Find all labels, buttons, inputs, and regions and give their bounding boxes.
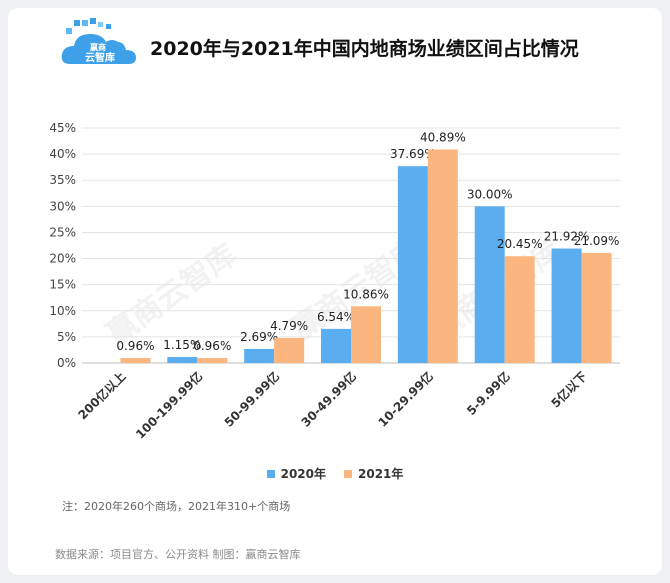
x-tick-label: 200亿以上 [75,369,129,423]
y-tick-label: 30% [49,199,76,213]
logo: 赢商 云智库 [61,18,136,64]
bar-2020 [397,166,428,363]
x-tick-label: 50-99.99亿 [221,369,282,430]
y-tick-label: 40% [49,147,76,161]
bar-2021 [274,337,305,363]
bar-2020 [551,248,582,363]
data-label: 0.96% [193,339,231,353]
x-tick-label: 10-29.99亿 [375,369,436,430]
y-tick-label: 25% [49,225,76,239]
data-label: 21.09% [574,234,620,248]
svg-text:赢商: 赢商 [90,42,106,52]
data-label: 20.45% [497,237,543,251]
legend-item-2020: 2020年 [266,465,326,482]
bar-2021 [120,357,151,363]
y-tick-label: 10% [49,304,76,318]
x-tick-label: 30-49.99亿 [298,369,359,430]
chart-title: 2020年与2021年中国内地商场业绩区间占比情况 [150,38,579,60]
legend: 2020年 2021年 [0,465,670,482]
data-label: 10.86% [343,287,389,301]
footnote: 注：2020年260个商场，2021年310+个商场 [62,500,291,513]
y-tick-label: 0% [57,356,76,370]
data-label: 6.54% [317,310,355,324]
y-tick-label: 45% [49,121,76,135]
data-label: 37.69% [390,147,436,161]
data-label: 1.15% [163,338,201,352]
legend-swatch [266,469,275,478]
bar-2021 [197,357,228,363]
y-tick-label: 15% [49,278,76,292]
legend-label: 2021年 [358,467,404,481]
bar-2021 [504,256,535,363]
bar-2021 [427,149,458,363]
bar-2020 [167,356,198,363]
legend-swatch [344,469,352,478]
legend-label: 2020年 [280,467,326,481]
data-label: 21.92% [544,230,590,244]
x-tick-label: 5-9.99亿 [463,369,512,418]
data-label: 0.96% [116,339,154,353]
data-label: 2.69% [240,330,278,344]
bar-2020 [244,348,275,363]
x-tick-label: 100-199.99亿 [132,369,205,442]
data-label: 4.79% [270,319,308,333]
data-source: 数据来源：项目官方、公开资料 制图：赢商云智库 [55,548,301,561]
data-label: 30.00% [467,187,513,201]
data-label: 40.89% [420,130,466,144]
legend-item-2021: 2021年 [344,465,403,482]
bar-2021 [351,306,381,363]
x-tick-label: 5亿以下 [548,369,590,411]
y-tick-label: 35% [49,173,76,187]
svg-text:云智库: 云智库 [85,51,115,64]
bar-chart: 0%5%10%15%20%25%30%35%40%45%0.96%200亿以上1… [49,121,620,442]
bar-2020 [474,206,505,363]
y-tick-label: 5% [57,330,76,344]
y-tick-label: 20% [49,252,76,266]
bar-2020 [321,328,351,363]
bar-2021 [581,252,612,363]
